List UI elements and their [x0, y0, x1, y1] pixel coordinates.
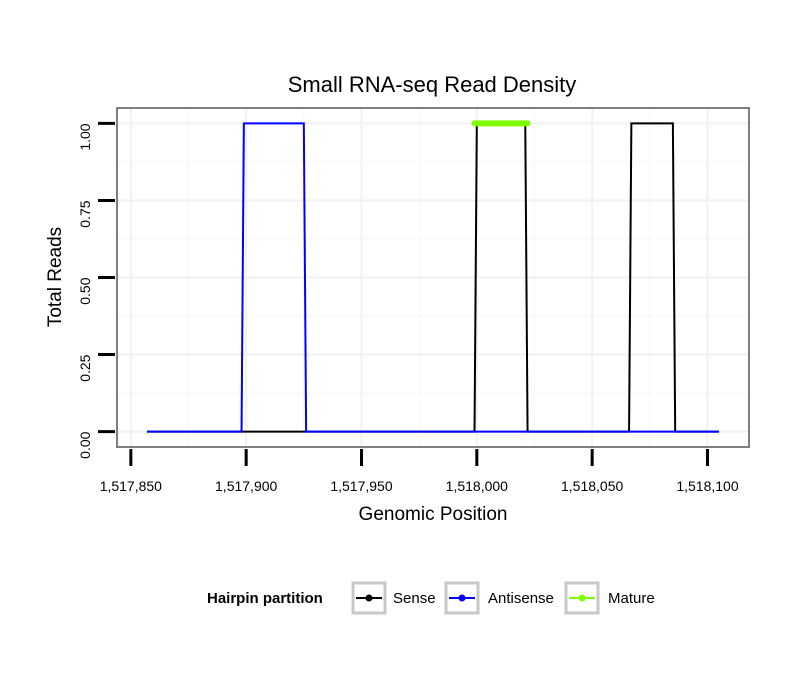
y-tick-label: 0.50: [77, 277, 93, 304]
y-tick-label: 0.25: [77, 354, 93, 381]
legend-label-sense: Sense: [393, 590, 436, 607]
y-tick-label: 1.00: [77, 123, 93, 150]
x-tick-label: 1,517,950: [330, 478, 392, 494]
legend-key-point-sense: [365, 594, 373, 602]
x-tick-label: 1,518,000: [446, 478, 508, 494]
legend-key-point-mature: [578, 594, 586, 602]
legend: Hairpin partition Sense Antisense Mature: [207, 581, 655, 615]
y-tick-label: 0.75: [77, 200, 93, 227]
series-line-antisense: [146, 122, 720, 433]
legend-title: Hairpin partition: [207, 590, 323, 607]
legend-entries: Sense Antisense Mature: [351, 581, 655, 615]
x-tick-label: 1,518,050: [561, 478, 623, 494]
legend-label-mature: Mature: [608, 590, 655, 607]
series-lines: [146, 120, 720, 433]
y-axis: 0.00 0.25 0.50 0.75 1.00: [77, 121, 115, 459]
x-tick-label: 1,518,100: [676, 478, 738, 494]
legend-label-antisense: Antisense: [488, 590, 554, 607]
x-tick-label: 1,517,850: [100, 478, 162, 494]
y-axis-title: Total Reads: [45, 227, 66, 327]
chart-title: Small RNA-seq Read Density: [288, 72, 577, 97]
y-tick-label: 0.00: [77, 431, 93, 458]
x-axis-title: Genomic Position: [359, 504, 508, 525]
plot-panel-border: [116, 107, 750, 448]
legend-key-point-antisense: [458, 594, 466, 602]
x-tick-label: 1,517,900: [215, 478, 277, 494]
grid: [117, 108, 749, 447]
x-axis: 1,517,850 1,517,900 1,517,950 1,518,000 1,51…: [100, 449, 739, 494]
